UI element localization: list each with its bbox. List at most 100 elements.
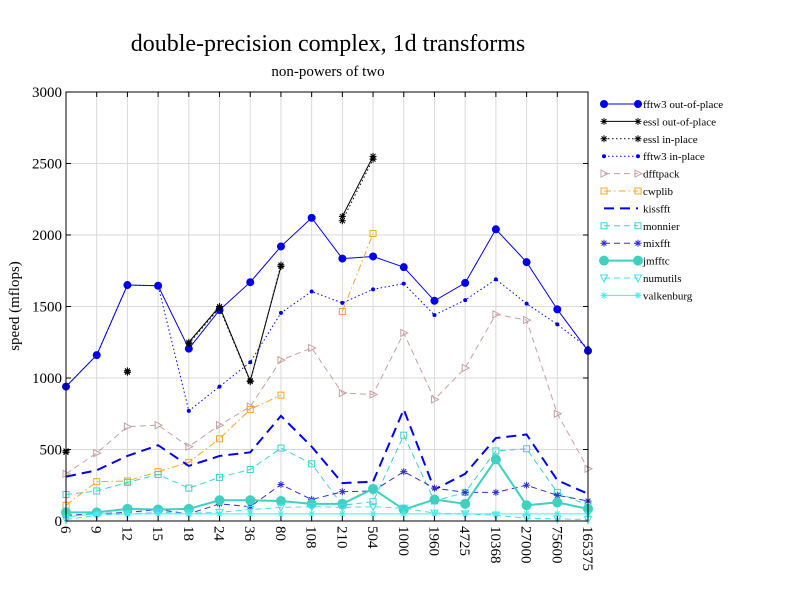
x-tick-label: 6: [57, 526, 73, 534]
data-point: [307, 503, 316, 512]
data-point: [523, 315, 532, 325]
legend-marker: [636, 154, 640, 159]
series-valkenburg: [62, 510, 592, 521]
data-point: [308, 510, 316, 518]
series-mixfft: [62, 468, 592, 519]
data-point: [461, 363, 471, 373]
legend-label: valkenburg: [643, 290, 693, 302]
data-point: [338, 488, 346, 496]
data-point: [246, 466, 254, 474]
y-tick-label: 2000: [32, 228, 62, 244]
data-point: [492, 510, 500, 518]
data-point: [277, 261, 285, 269]
legend-marker: [634, 117, 642, 125]
data-point: [216, 435, 224, 443]
x-tick-label: 36: [241, 526, 257, 542]
x-tick-label: 9: [88, 526, 104, 534]
data-point: [523, 510, 531, 518]
data-point: [277, 444, 285, 452]
data-point: [371, 287, 376, 292]
data-point: [154, 420, 164, 430]
legend-label: essl in-place: [643, 134, 698, 146]
data-point: [524, 301, 529, 306]
data-point: [156, 283, 161, 288]
data-point: [308, 460, 316, 468]
data-point: [216, 420, 225, 430]
legend-marker: [634, 187, 642, 195]
data-point: [432, 313, 437, 318]
series-line: [66, 457, 589, 514]
x-tick-label: 1960: [425, 526, 441, 556]
series-line: [65, 313, 589, 475]
data-point: [369, 498, 377, 506]
series-kissfft: [65, 406, 589, 495]
data-point: [277, 481, 285, 489]
data-point: [338, 254, 347, 263]
data-point: [277, 355, 287, 365]
legend-marker: [634, 169, 644, 178]
data-point: [123, 368, 131, 376]
x-tick-label: 27000: [518, 526, 534, 564]
data-point: [278, 310, 283, 315]
x-tick-label: 75600: [548, 526, 564, 564]
series-line: [65, 434, 589, 506]
data-point: [552, 497, 563, 508]
data-point: [154, 471, 162, 479]
legend-label: cwplib: [643, 186, 673, 198]
data-point: [523, 481, 531, 489]
data-point: [369, 155, 377, 163]
data-point: [492, 447, 500, 455]
legend: fftw3 out-of-place essl out-of-place essl …: [599, 99, 723, 302]
legend-label: kissfft: [643, 203, 670, 215]
data-point: [123, 478, 131, 486]
legend-marker: [600, 135, 608, 143]
legend-label: monnier: [643, 221, 680, 233]
series-line: [188, 158, 374, 384]
legend-marker: [600, 100, 608, 108]
series-line: [65, 406, 589, 495]
data-point: [461, 278, 470, 287]
data-point: [125, 283, 130, 288]
grid: [65, 91, 589, 522]
data-point: [430, 395, 440, 404]
legend-entry: jmfftc: [599, 255, 670, 268]
series-line: [65, 513, 588, 518]
legend-label: numutils: [643, 273, 682, 285]
data-point: [522, 258, 531, 267]
x-tick-label: 12: [118, 526, 134, 541]
series-monnier: [62, 431, 592, 509]
data-point: [338, 510, 346, 518]
x-tick-label: 108: [303, 526, 319, 549]
data-point: [216, 510, 224, 518]
data-point: [217, 384, 222, 389]
data-point: [246, 278, 255, 287]
y-tick-label: 1500: [32, 300, 62, 316]
data-point: [553, 491, 561, 499]
series-cwplib: [62, 230, 377, 509]
data-point: [368, 503, 378, 512]
data-point: [185, 510, 193, 518]
data-point: [369, 252, 378, 261]
data-point: [93, 510, 101, 518]
legend-marker: [633, 274, 643, 284]
legend-entry: fftw3 in-place: [602, 151, 705, 163]
data-point: [185, 442, 194, 451]
data-point: [338, 308, 346, 316]
chart-subtitle: non-powers of two: [271, 64, 384, 80]
data-point: [338, 212, 346, 220]
legend-label: jmfftc: [642, 256, 670, 268]
series-line: [65, 506, 589, 521]
data-point: [369, 510, 377, 518]
legend-marker: [633, 255, 643, 266]
series-dfftpack: [62, 310, 594, 479]
y-axis-label: speed (mflops): [7, 261, 23, 351]
data-point: [248, 360, 253, 365]
legend-marker: [600, 239, 608, 247]
x-tick-label: 210: [333, 526, 349, 549]
x-tick-label: 15: [149, 526, 165, 541]
data-point: [461, 488, 469, 496]
legend-entry: numutils: [599, 273, 682, 285]
data-point: [399, 504, 409, 514]
data-point: [338, 388, 348, 398]
